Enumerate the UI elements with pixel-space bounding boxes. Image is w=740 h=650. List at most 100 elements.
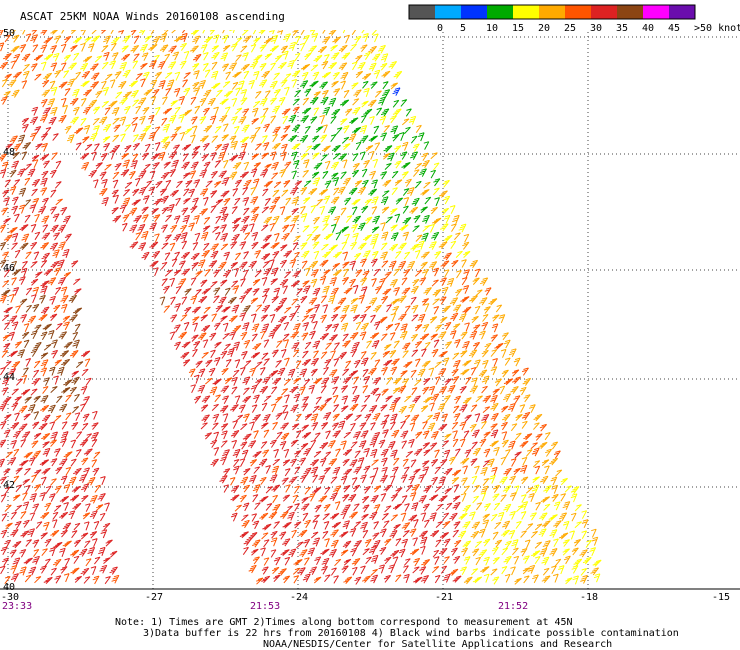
wind-barb [558,565,565,575]
wind-barb [64,233,72,242]
wind-barb [12,143,22,152]
wind-barb [332,36,342,44]
wind-barb [514,577,522,585]
wind-barb [240,441,248,450]
wind-barb [302,285,311,295]
wind-barb [41,433,51,441]
wind-barb [168,151,178,160]
wind-barb [380,251,388,261]
wind-barb [462,306,472,314]
wind-barb [460,350,468,358]
wind-barb [531,484,540,494]
wind-barb [264,90,271,99]
wind-barb [148,114,155,124]
wind-barb [251,548,259,556]
wind-barb [422,214,430,224]
wind-barb [310,459,320,467]
wind-barb [310,204,317,214]
wind-barb [333,88,341,97]
wind-barb [251,333,258,342]
wind-barb [85,558,92,567]
colorbar-swatch [409,5,435,19]
wind-barb [433,556,440,565]
wind-barb [50,45,58,54]
wind-barb [361,513,369,521]
wind-barb [262,376,271,385]
wind-barb [328,458,338,467]
wind-barb [312,241,320,250]
wind-barb [362,548,370,556]
wind-barb [353,540,363,549]
wind-barb [260,441,268,449]
wind-barb [250,206,260,215]
wind-barb [572,575,579,585]
wind-barb [61,387,71,394]
wind-barb [524,539,531,549]
time-label-west: 23:33 [2,601,32,612]
wind-barb [341,395,349,405]
wind-barb [307,547,316,557]
wind-barb [285,505,293,513]
wind-barb [157,60,166,70]
wind-barb [323,503,331,512]
wind-barb [535,501,541,511]
wind-barb [240,331,248,341]
wind-barb [475,556,482,566]
wind-barb [91,439,98,448]
wind-barb [0,42,5,52]
wind-barb [21,431,31,440]
wind-barb [201,324,211,333]
wind-barb [383,359,393,367]
wind-barb [398,405,408,414]
wind-barb [121,53,131,62]
wind-barb [503,378,514,386]
wind-barb [301,424,310,432]
wind-barb [290,331,300,339]
wind-barb [199,116,207,125]
wind-barb [20,511,27,519]
wind-barb [325,430,331,440]
wind-barb [318,475,326,484]
wind-barb [249,223,255,233]
wind-barb [489,440,499,448]
wind-barb [361,205,369,214]
wind-barb [360,351,367,360]
wind-barb [422,268,429,278]
wind-barb [203,216,211,225]
wind-barb [482,359,489,369]
wind-barb [40,395,49,404]
wind-barb [264,163,272,171]
wind-barb [414,340,423,349]
wind-barb [381,206,390,214]
wind-barb [179,60,187,69]
wind-barb [342,261,350,269]
wind-barb [294,52,301,61]
wind-barb [515,520,522,529]
wind-barb [218,261,227,270]
wind-barb [180,224,188,233]
wind-barb [384,343,392,351]
wind-barb [374,142,381,151]
wind-barb [4,486,11,495]
wind-barb [371,226,380,234]
wind-barb [283,321,290,331]
wind-barb [271,484,281,492]
wind-barb [8,226,18,234]
wind-barb [272,215,280,225]
wind-barb [79,474,87,483]
wind-barb [340,549,349,557]
wind-barb [53,232,61,241]
wind-barb [88,169,97,178]
wind-barb [203,161,211,170]
wind-barb [314,556,322,566]
wind-barb [309,96,319,105]
wind-barb [242,484,251,493]
wind-barb [511,369,520,377]
wind-barb [469,423,477,432]
wind-barb [159,44,169,53]
wind-barb [211,45,220,53]
wind-barb [83,521,90,531]
wind-barb [365,216,373,225]
wind-barb [295,430,302,439]
wind-barb [252,178,260,188]
